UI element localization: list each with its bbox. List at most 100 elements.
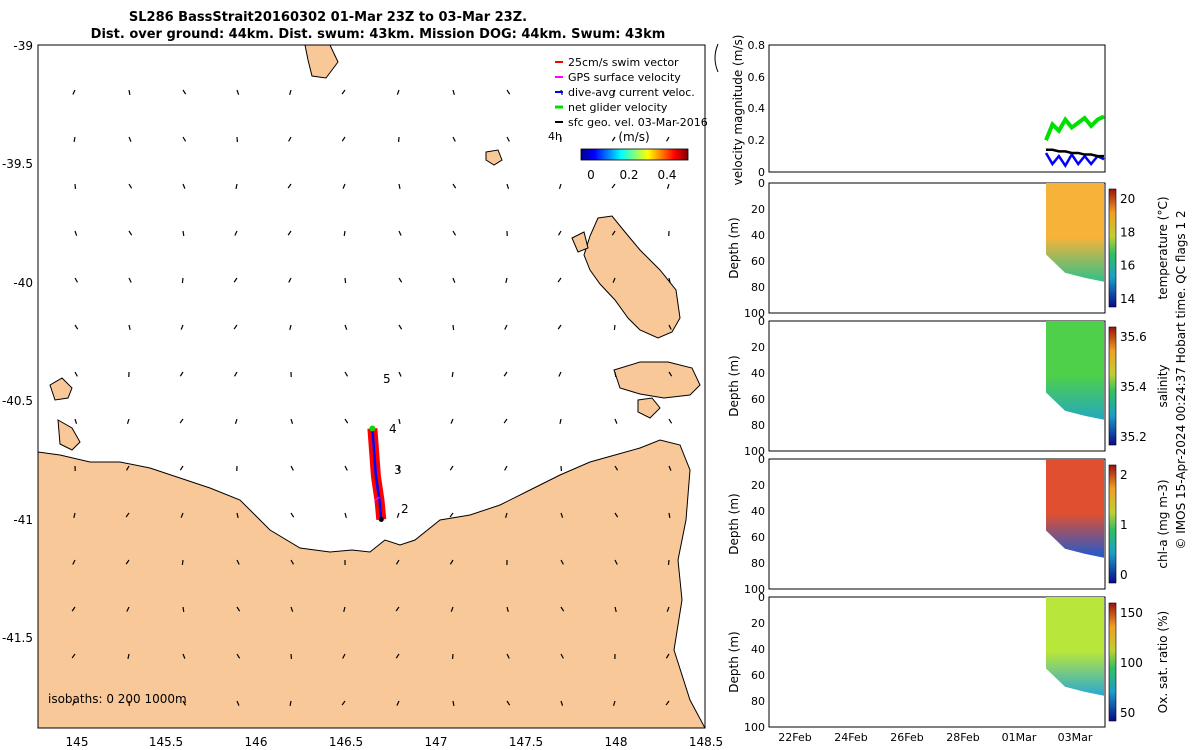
- current-vector-61: [128, 324, 131, 331]
- chla-panel-cbtick-2: 2: [1120, 468, 1128, 482]
- current-vector-156: [72, 700, 76, 706]
- current-vector-103: [449, 465, 454, 471]
- current-vector-124: [290, 559, 294, 565]
- current-vector-89: [344, 418, 349, 424]
- current-vector-111: [236, 512, 239, 519]
- oxygen-panel-ylabel: Depth (m): [727, 631, 741, 692]
- temperature-panel-cbtick-3: 20: [1120, 192, 1135, 206]
- velocity-series: [1044, 114, 1105, 169]
- current-vector-27: [235, 183, 238, 190]
- salinity-panel-ytick-4: 80: [751, 419, 765, 432]
- current-vector-72: [74, 371, 78, 377]
- map-xtick-1: 145.5: [149, 735, 183, 749]
- current-vector-118: [614, 512, 619, 518]
- current-vector-116: [505, 512, 508, 518]
- velocity-line-net_glider: [1044, 114, 1105, 142]
- current-vector-132: [71, 606, 76, 612]
- current-vector-129: [560, 559, 564, 565]
- current-vector-74: [179, 371, 184, 377]
- temperature-panel-ytick-0: 0: [758, 177, 765, 190]
- current-vector-69: [557, 324, 562, 330]
- map-xtick-6: 148: [605, 735, 628, 749]
- oxygen-panel-cbtick-2: 150: [1120, 606, 1143, 620]
- current-vector-0: [72, 89, 76, 95]
- glider-track: [367, 425, 387, 523]
- current-vector-10: [612, 89, 616, 95]
- map-xtick-0: 145: [66, 735, 89, 749]
- current-vector-93: [559, 418, 562, 425]
- vel-ytick-0: 0: [758, 166, 765, 179]
- day-marker-3: 3: [394, 463, 402, 477]
- current-vector-37: [128, 230, 133, 236]
- current-vector-107: [668, 465, 672, 471]
- current-vector-163: [452, 700, 455, 707]
- map-ytick-0: -39: [13, 39, 33, 53]
- day-marker-4: 4: [389, 422, 397, 436]
- current-vector-46: [611, 230, 616, 236]
- date-tick-28feb: 28Feb: [946, 731, 979, 744]
- current-vector-146: [182, 653, 186, 659]
- current-vector-134: [182, 606, 185, 613]
- current-vector-8: [506, 89, 511, 95]
- current-vector-12: [73, 136, 76, 143]
- current-vector-39: [234, 230, 238, 236]
- current-vector-133: [126, 606, 130, 612]
- current-vector-150: [395, 653, 400, 659]
- velocity-axes: [768, 44, 1106, 173]
- figure-title-line2: Dist. over ground: 44km. Dist. swum: 43k…: [91, 27, 666, 42]
- current-vector-164: [506, 700, 511, 706]
- current-vector-66: [398, 324, 403, 330]
- salinity-panel-ytick-3: 60: [751, 393, 765, 406]
- salinity-panel-ytick-2: 40: [751, 367, 765, 380]
- vel-ylabel: velocity magnitude (m/s): [731, 35, 745, 186]
- current-vector-78: [398, 371, 402, 377]
- vel-ytick-0.8: 0.8: [748, 39, 766, 52]
- current-vector-135: [236, 606, 241, 612]
- current-vector-28: [287, 183, 292, 189]
- current-vector-161: [341, 700, 346, 706]
- salinity-panel-cbtick-1: 35.4: [1120, 380, 1147, 394]
- chla-panel-cbtick-0: 0: [1120, 568, 1128, 582]
- current-vector-100: [290, 465, 294, 471]
- current-vector-29: [342, 183, 346, 189]
- oxygen-panel-ytick-2: 40: [751, 643, 765, 656]
- map-ytick-1: -39.5: [2, 157, 33, 171]
- temperature-panel: 0 20 40 60 80 100 Depth (m) 14 16 18 20 temperature…: [727, 177, 1170, 320]
- current-vector-104: [504, 465, 508, 471]
- current-vector-30: [398, 183, 401, 190]
- colorbar-tick-0: 0: [587, 168, 595, 182]
- current-vector-119: [668, 512, 671, 519]
- gps-velocity-vector: [374, 496, 380, 501]
- current-vector-36: [74, 230, 78, 236]
- current-vector-60: [74, 324, 79, 330]
- current-vector-115: [449, 512, 454, 518]
- current-vector-144: [71, 653, 76, 659]
- current-vector-114: [396, 512, 400, 518]
- current-vector-70: [613, 324, 616, 331]
- salinity-panel-cbtick-2: 35.6: [1120, 330, 1147, 344]
- current-vector-142: [614, 606, 617, 612]
- map-ytick-2: -40: [13, 276, 33, 290]
- chla-panel-cblabel: chl-a (mg m-3): [1156, 479, 1170, 568]
- current-vector-138: [395, 606, 400, 612]
- current-vector-34: [611, 183, 616, 189]
- chla-panel-ylabel: Depth (m): [727, 493, 741, 554]
- temperature-panel-ytick-4: 80: [751, 281, 765, 294]
- bracket-mark: [714, 43, 719, 73]
- current-vector-95: [668, 418, 673, 424]
- map-xtick-5: 147.5: [509, 735, 543, 749]
- current-vector-108: [73, 512, 76, 519]
- temperature-panel-data: [1046, 183, 1104, 282]
- current-vector-51: [233, 277, 238, 283]
- map-ytick-5: -41.5: [2, 631, 33, 645]
- current-vector-139: [450, 606, 454, 612]
- current-vectors: [71, 89, 673, 707]
- current-vector-130: [614, 559, 618, 565]
- current-vector-59: [668, 277, 671, 284]
- current-vector-48: [74, 277, 78, 283]
- salinity-panel-ytick-0: 0: [758, 315, 765, 328]
- chla-panel: 0 20 40 60 80 100 Depth (m) 0 1 2 chl-a (mg m-3): [727, 453, 1170, 596]
- tasmania-land: [38, 439, 705, 728]
- current-vector-153: [560, 653, 564, 659]
